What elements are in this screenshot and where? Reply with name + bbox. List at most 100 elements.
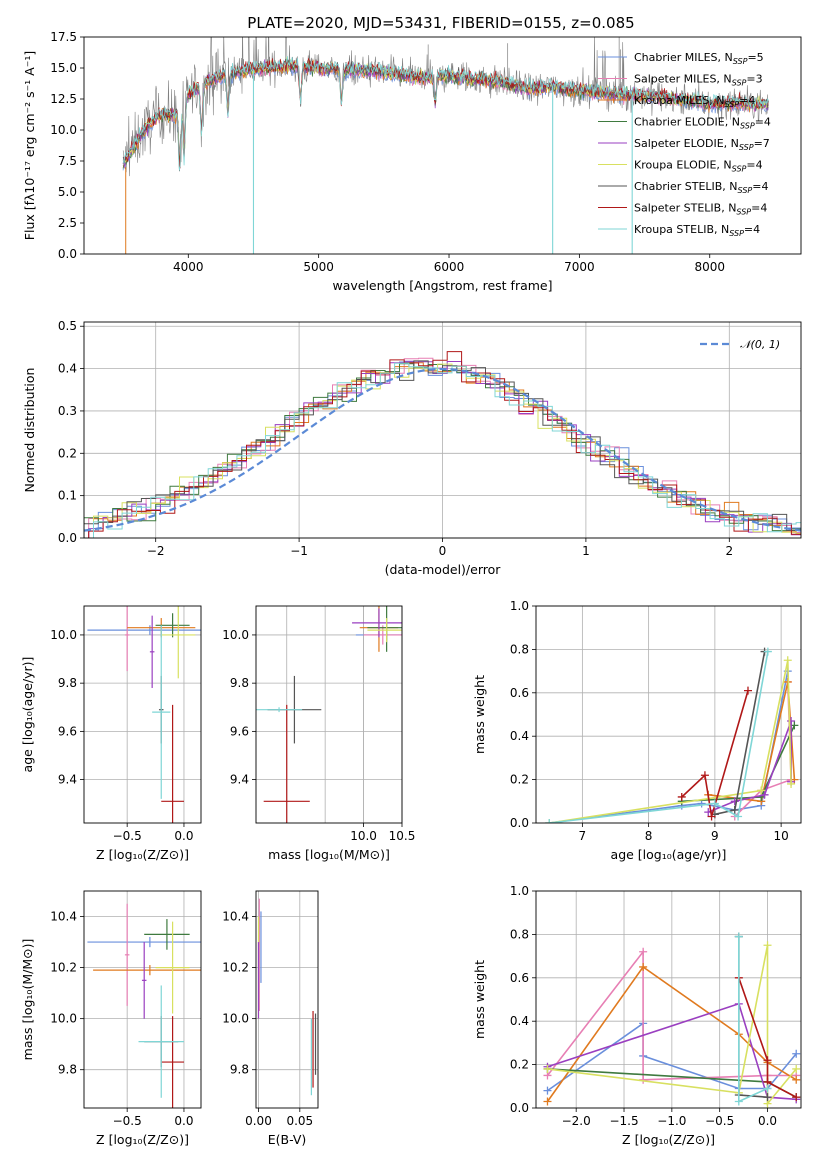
residuals-panel: −2 −1 0 1 2 0.0 0.1 0.2 0.3 0.4 0.5 (data-model)/er… bbox=[22, 319, 802, 577]
mass-weight-marker bbox=[744, 686, 752, 695]
y-tick-label: 0.6 bbox=[510, 971, 529, 985]
axes-frame bbox=[83, 605, 202, 824]
mass-weight-marker bbox=[760, 790, 769, 799]
y-tick-label: 9.8 bbox=[230, 676, 249, 690]
y-tick-label: 0.1 bbox=[58, 489, 77, 503]
age-vs-Z-panel: −0.5 0.0 9.4 9.6 9.8 10.0 Z [log₁₀(Z/Z⊙)] age [… bbox=[20, 605, 202, 862]
x-tick-label: 8000 bbox=[694, 260, 725, 274]
spectrum-panel: 4000 5000 6000 7000 8000 0.0 2.5 5.0 7.5 10.0 12.5… bbox=[22, 30, 802, 293]
y-tick-label: 10.0 bbox=[50, 123, 77, 137]
mass-weight-series-line bbox=[714, 651, 766, 816]
mass-weight-marker bbox=[543, 1086, 552, 1095]
x-tick-label: 0.0 bbox=[174, 1114, 193, 1128]
legend-subscript: SSP bbox=[733, 57, 748, 66]
legend-subscript: SSP bbox=[729, 229, 744, 238]
model-spectrum-line bbox=[122, 56, 769, 171]
axes-frame bbox=[255, 605, 403, 824]
y-axis-label: mass [log₁₀(M/M⊙)] bbox=[20, 939, 35, 1061]
axes-frame bbox=[83, 321, 802, 539]
mass-weight-series-line bbox=[549, 660, 792, 823]
y-tick-label: 10.0 bbox=[222, 1012, 249, 1026]
y-tick-label: 9.6 bbox=[58, 724, 77, 738]
mass-weight-marker bbox=[792, 1064, 801, 1073]
x-axis-label: wavelength [Angstrom, rest frame] bbox=[332, 278, 552, 293]
y-tick-label: 12.5 bbox=[50, 92, 77, 106]
y-tick-label: 0.8 bbox=[510, 927, 529, 941]
y-tick-label: 9.4 bbox=[58, 773, 77, 787]
massweight-vs-age-panel: 7 8 9 10 0.0 0.2 0.4 0.6 0.8 1.0 age [log₁₀(age/yr… bbox=[472, 599, 802, 862]
legend-entry: Salpeter MILES, NSSP=3 bbox=[634, 73, 763, 88]
mass-weight-marker bbox=[763, 1056, 772, 1065]
x-tick-label: −0.5 bbox=[113, 1114, 142, 1128]
y-tick-label: 9.8 bbox=[58, 676, 77, 690]
y-tick-label: 0.2 bbox=[510, 1058, 529, 1072]
legend-subscript: SSP bbox=[732, 79, 747, 88]
x-tick-label: −0.5 bbox=[705, 1114, 734, 1128]
axes-frame bbox=[83, 36, 802, 255]
y-tick-label: 0.3 bbox=[58, 404, 77, 418]
legend-label: Kroupa ELODIE, N bbox=[634, 159, 732, 172]
x-tick-label: −2 bbox=[147, 544, 165, 558]
y-axis-label: age [log₁₀(age/yr)] bbox=[20, 657, 35, 773]
residual-histogram bbox=[93, 362, 801, 538]
x-tick-label: 10.5 bbox=[389, 829, 416, 843]
y-tick-label: 0.0 bbox=[58, 247, 77, 261]
legend-subscript: SSP bbox=[738, 186, 753, 195]
x-tick-label: −1 bbox=[290, 544, 308, 558]
legend-suffix: =7 bbox=[754, 137, 770, 150]
y-tick-label: 0.2 bbox=[510, 773, 529, 787]
y-tick-label: 0.0 bbox=[58, 531, 77, 545]
axes-frame bbox=[535, 605, 802, 824]
y-tick-label: 9.8 bbox=[230, 1063, 249, 1077]
legend-entry: Kroupa ELODIE, NSSP=4 bbox=[634, 159, 763, 174]
mass-weight-marker bbox=[792, 1049, 801, 1058]
y-axis-label: mass weight bbox=[472, 675, 487, 754]
y-tick-label: 17.5 bbox=[50, 30, 77, 44]
legend-entry: Chabrier STELIB, NSSP=4 bbox=[634, 180, 768, 195]
x-tick-label: 0.0 bbox=[174, 829, 193, 843]
y-axis-label: Normed distribution bbox=[22, 368, 37, 493]
mass-vs-ebv-panel: 0.00 0.05 9.8 10.0 10.2 10.4 E(B-V) bbox=[222, 890, 319, 1147]
age-vs-mass-panel: 10.0 10.5 9.4 9.6 9.8 10.0 mass [log₁₀(M/M⊙)] bbox=[222, 605, 416, 862]
mass-weight-marker bbox=[787, 717, 796, 726]
x-tick-label: 1 bbox=[582, 544, 590, 558]
y-tick-label: 0.4 bbox=[510, 1014, 529, 1028]
legend-label: Chabrier MILES, N bbox=[634, 51, 733, 64]
x-axis-label: mass [log₁₀(M/M⊙)] bbox=[268, 847, 390, 862]
mass-weight-marker bbox=[730, 797, 739, 806]
panels: 4000 5000 6000 7000 80000.02.55.07.510.012.5… bbox=[20, 30, 802, 1147]
y-tick-label: 2.5 bbox=[58, 216, 77, 230]
x-axis-label: Z [log₁₀(Z/Z⊙)] bbox=[96, 847, 189, 862]
y-tick-label: 0.0 bbox=[510, 1101, 529, 1115]
mass-weight-marker bbox=[700, 771, 709, 780]
legend-suffix: =3 bbox=[746, 73, 762, 86]
y-tick-label: 10.0 bbox=[50, 628, 77, 642]
mass-weight-marker bbox=[792, 1075, 801, 1084]
y-tick-label: 9.6 bbox=[230, 724, 249, 738]
y-axis-label: mass weight bbox=[472, 960, 487, 1039]
mass-weight-marker bbox=[763, 941, 772, 950]
legend-entry: Kroupa STELIB, NSSP=4 bbox=[634, 223, 760, 238]
y-tick-label: 0.0 bbox=[510, 816, 529, 830]
x-tick-label: 8 bbox=[645, 829, 653, 843]
legend-label: Salpeter STELIB, N bbox=[634, 202, 736, 215]
x-tick-label: −0.5 bbox=[113, 829, 142, 843]
legend-entry: Kroupa MILES, NSSP=4 bbox=[634, 94, 755, 109]
legend-subscript: SSP bbox=[724, 100, 739, 109]
legend-subscript: SSP bbox=[732, 165, 747, 174]
mass-weight-marker bbox=[787, 779, 796, 788]
residual-histogram bbox=[88, 360, 801, 538]
x-axis-label: age [log₁₀(age/yr)] bbox=[611, 847, 727, 862]
residual-histogram bbox=[88, 357, 801, 538]
x-tick-label: 10 bbox=[773, 829, 788, 843]
y-tick-label: 0.6 bbox=[510, 686, 529, 700]
mass-weight-marker bbox=[734, 1097, 743, 1106]
mass-weight-marker bbox=[792, 1093, 801, 1102]
massweight-vs-Z-panel: −2.0 −1.5 −1.0 −0.5 0.0 0.0 0.2 0.4 0.6 0.8 1.0 Z [… bbox=[472, 884, 802, 1147]
mass-weight-series-line bbox=[738, 977, 797, 1098]
x-tick-label: 7000 bbox=[564, 260, 595, 274]
x-tick-label: 4000 bbox=[173, 260, 204, 274]
y-tick-label: 10.0 bbox=[222, 628, 249, 642]
